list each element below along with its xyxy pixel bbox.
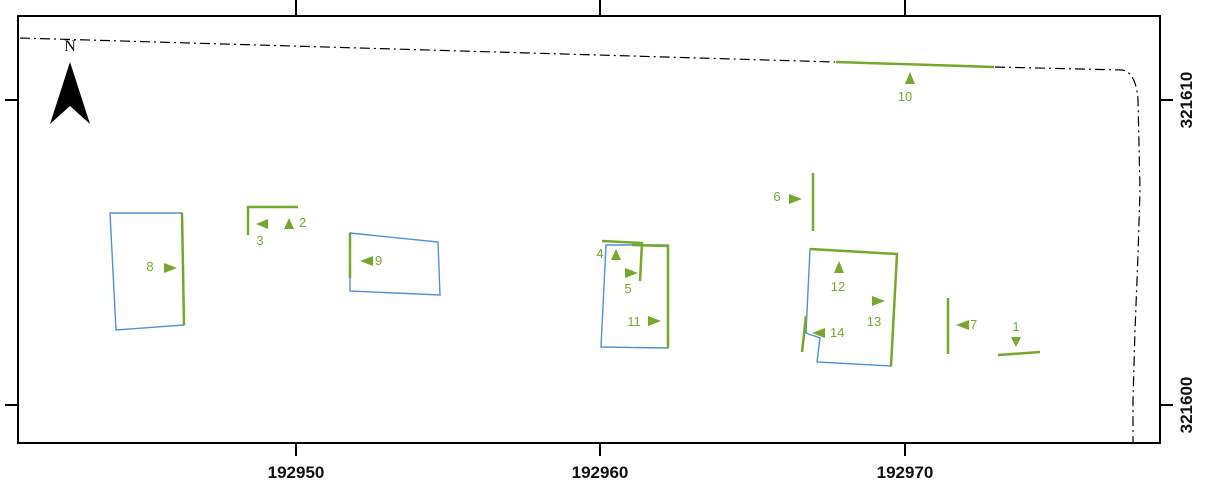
feature-markers: 1 2 3 4 5 6 7 8 9 10 11 12 13 [146,72,1021,347]
north-arrow-label: N [64,38,76,55]
feature-label: 8 [146,259,153,274]
green-line [631,243,670,348]
arrow-right-icon [872,296,885,306]
x-tick-label: 192960 [572,463,629,482]
y-tick-label: 321610 [1177,72,1196,129]
arrow-left-icon [812,328,825,338]
arrow-up-icon [834,261,844,273]
green-line [800,315,808,353]
feature-label: 10 [898,89,912,104]
feature-label: 6 [773,189,780,204]
map-frame [17,15,1161,444]
feature-label: 14 [830,325,844,340]
green-line [835,60,995,69]
arrow-down-icon [1011,337,1021,347]
arrow-left-icon [956,320,969,330]
y-tick-label: 321600 [1177,377,1196,434]
arrow-up-icon [284,218,294,229]
site-boundary-line [19,37,1141,442]
feature-label: 1 [1012,319,1019,334]
arrow-left-icon [256,219,268,229]
arrow-up-icon [905,72,915,84]
feature-label: 7 [970,317,977,332]
arrow-left-icon [360,256,373,266]
north-arrow-icon [50,62,90,124]
green-line [180,212,186,326]
arrow-up-icon [611,249,621,260]
x-tick-label: 192950 [268,463,325,482]
arrow-right-icon [648,316,661,326]
x-tick-label: 192970 [877,463,934,482]
green-line [601,239,644,282]
feature-label: 11 [627,314,641,329]
north-arrow: N [50,38,90,124]
feature-label: 13 [867,314,881,329]
feature-label: 3 [256,233,263,248]
graticule-ticks [5,0,1173,456]
green-line [246,205,298,235]
green-lines [180,60,1041,367]
feature-label: 12 [831,279,845,294]
feature-label: 4 [596,246,603,261]
feature-label: 2 [299,215,306,230]
green-line [997,350,1041,357]
feature-label: 9 [375,253,382,268]
green-line [809,247,899,367]
arrow-right-icon [164,263,177,273]
arrow-right-icon [789,194,802,204]
feature-label: 5 [624,281,631,296]
arrow-right-icon [625,268,638,278]
